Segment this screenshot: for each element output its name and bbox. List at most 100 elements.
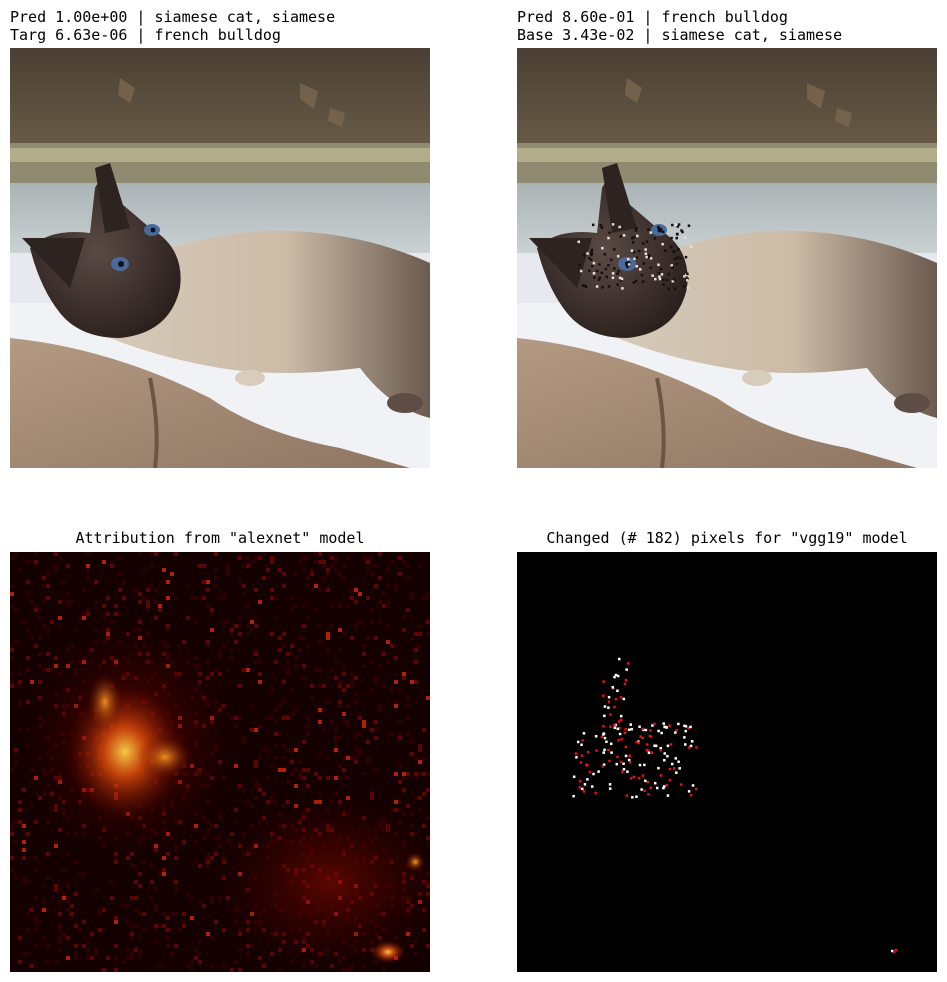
heatmap-cell xyxy=(306,576,310,580)
perturbation-pixel xyxy=(649,257,653,260)
heatmap-cell xyxy=(94,952,98,956)
heatmap-cell xyxy=(306,732,310,736)
heatmap-cell xyxy=(354,760,358,764)
changed-pixel xyxy=(670,762,674,766)
changed-pixel xyxy=(687,726,690,730)
heatmap-cell xyxy=(350,636,354,640)
heatmap-cell xyxy=(22,808,26,812)
changed-pixel xyxy=(618,732,622,736)
heatmap-cell xyxy=(114,916,118,920)
perturbation-pixel xyxy=(621,287,624,290)
heatmap-cell xyxy=(282,768,286,772)
heatmap-cell xyxy=(406,608,410,612)
heatmap-cell xyxy=(254,784,258,788)
changed-pixel xyxy=(614,673,618,677)
changed-pixel xyxy=(607,706,610,709)
heatmap-cell xyxy=(162,872,166,876)
heatmap-cell xyxy=(150,880,154,884)
heatmap-cell xyxy=(222,592,226,596)
heatmap-cell xyxy=(58,600,62,604)
heatmap-cell xyxy=(154,908,158,912)
heatmap-cell xyxy=(350,588,354,592)
heatmap-cell xyxy=(62,892,66,896)
perturbation-pixel xyxy=(578,263,581,267)
heatmap-cell xyxy=(266,576,270,580)
heatmap-cell xyxy=(14,840,18,844)
heatmap-cell xyxy=(42,900,46,904)
heatmap-cell xyxy=(406,804,410,808)
heatmap-cell xyxy=(206,580,210,584)
heatmap-cell xyxy=(338,704,342,708)
heatmap-cell xyxy=(10,768,14,772)
changed-pixel xyxy=(647,749,650,753)
changed-pixel xyxy=(602,680,605,683)
heatmap-cell xyxy=(318,560,322,564)
heatmap-cell xyxy=(374,584,378,588)
changed-pixel xyxy=(665,783,669,787)
heatmap-cell xyxy=(66,908,70,912)
changed-pixel xyxy=(602,751,605,754)
heatmap-cell xyxy=(58,928,62,932)
heatmap-cell xyxy=(146,604,150,608)
adversarial-image-title: Pred 8.60e-01 | french bulldog Base 3.43… xyxy=(517,8,842,44)
heatmap-cell xyxy=(418,808,422,812)
heatmap-cell xyxy=(54,888,58,892)
heatmap-cell xyxy=(278,568,282,572)
heatmap-cell xyxy=(218,596,222,600)
heatmap-cell xyxy=(74,952,78,956)
heatmap-cell xyxy=(302,788,306,792)
heatmap-cell xyxy=(166,580,170,584)
heatmap-cell xyxy=(122,960,126,964)
changed-pixel xyxy=(894,948,898,952)
heatmap-cell xyxy=(26,580,30,584)
changed-pixel xyxy=(611,686,615,689)
heatmap-cell xyxy=(234,960,238,964)
perturbation-pixel xyxy=(622,234,626,237)
heatmap-cell xyxy=(174,596,178,600)
perturbation-pixel xyxy=(683,236,687,239)
heatmap-cell xyxy=(254,624,258,628)
heatmap-cell xyxy=(126,904,130,908)
heatmap-cell xyxy=(422,596,426,600)
heatmap-cell xyxy=(362,772,366,776)
heatmap-cell xyxy=(318,776,322,780)
heatmap-cell xyxy=(150,552,154,556)
heatmap-cell xyxy=(14,752,18,756)
heatmap-cell xyxy=(362,664,366,668)
heatmap-cell xyxy=(290,772,294,776)
heatmap-cell xyxy=(102,908,106,912)
heatmap-cell xyxy=(266,800,270,804)
changed-pixel xyxy=(605,740,608,743)
heatmap-cell xyxy=(62,896,66,900)
heatmap-cell xyxy=(406,704,410,708)
heatmap-cell xyxy=(174,888,178,892)
heatmap-cell xyxy=(406,772,410,776)
heatmap-cell xyxy=(26,656,30,660)
perturbation-pixel xyxy=(671,279,675,283)
heatmap-cell xyxy=(302,636,306,640)
heatmap-cell xyxy=(226,564,230,568)
heatmap-cell xyxy=(214,568,218,572)
heatmap-cell xyxy=(426,632,430,636)
heatmap-cell xyxy=(378,620,382,624)
heatmap-cell xyxy=(326,572,330,576)
heatmap-cell xyxy=(366,596,370,600)
heatmap-cell xyxy=(206,864,210,868)
heatmap-cell xyxy=(350,680,354,684)
changed-pixel xyxy=(637,776,641,780)
heatmap-cell xyxy=(282,632,286,636)
heatmap-cell xyxy=(302,768,306,772)
changed-pixel xyxy=(602,694,605,697)
changed-pixel xyxy=(683,724,686,728)
perturbation-pixel xyxy=(591,264,594,268)
heatmap-cell xyxy=(138,620,142,624)
heatmap-cell xyxy=(34,644,38,648)
perturbation-pixel xyxy=(600,226,604,229)
perturbation-pixel xyxy=(579,269,583,273)
heatmap-cell xyxy=(294,748,298,752)
heatmap-cell xyxy=(322,576,326,580)
heatmap-cell xyxy=(298,636,302,640)
heatmap-cell xyxy=(370,792,374,796)
heatmap-cell xyxy=(54,844,58,848)
heatmap-cell xyxy=(418,564,422,568)
